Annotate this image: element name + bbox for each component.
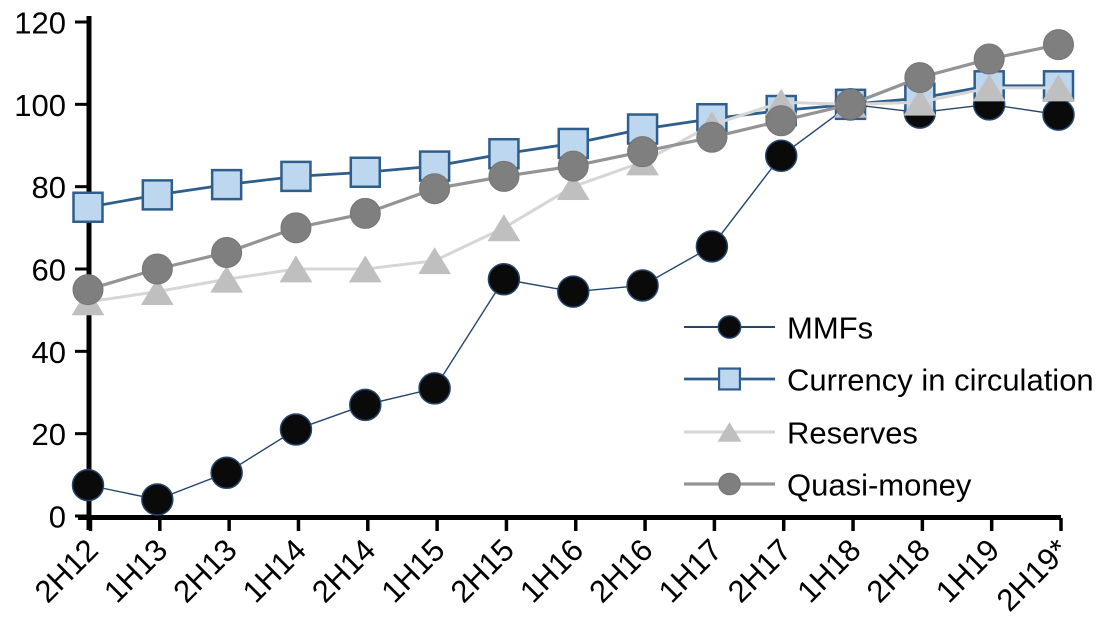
data-point-currency-in-circulation — [488, 137, 520, 170]
data-point-currency-in-circulation — [280, 160, 312, 193]
legend-entry-reserves: Reserves — [684, 416, 918, 451]
data-point-mmfs — [626, 269, 659, 302]
y-tick-label: 80 — [32, 170, 66, 205]
data-point-reserves — [418, 247, 452, 275]
data-point-quasi-money — [280, 212, 312, 244]
legend-marker-mmfs — [717, 315, 742, 339]
data-point-reserves — [556, 173, 590, 201]
data-point-mmfs — [764, 139, 798, 173]
x-tick-label: 2H15 — [444, 532, 521, 609]
data-point-quasi-money — [904, 62, 936, 94]
x-tick-label: 1H16 — [513, 532, 590, 609]
legend-entry-currency-in-circulation: Currency in circulation — [684, 363, 1094, 398]
x-tick-label: 1H14 — [236, 532, 313, 609]
data-point-mmfs — [557, 275, 590, 308]
data-point-currency-in-circulation — [349, 156, 382, 189]
legend-marker-quasi-money — [718, 472, 741, 496]
data-point-quasi-money — [557, 150, 589, 182]
data-point-currency-in-circulation — [210, 168, 243, 201]
data-point-quasi-money — [419, 173, 451, 205]
legend-label-quasi-money: Quasi-money — [787, 468, 972, 503]
data-point-mmfs — [210, 456, 243, 490]
data-point-quasi-money — [1043, 29, 1074, 61]
data-point-quasi-money — [835, 88, 867, 120]
data-point-quasi-money — [211, 237, 243, 269]
data-point-quasi-money — [973, 43, 1005, 75]
x-tick-label: 2H17 — [721, 532, 798, 609]
legend-marker-currency-in-circulation — [717, 367, 742, 391]
data-point-reserves — [903, 88, 937, 116]
data-point-mmfs — [349, 388, 382, 422]
data-point-reserves — [487, 214, 521, 242]
data-point-mmfs — [695, 230, 729, 263]
x-tick-label: 1H17 — [652, 532, 729, 609]
y-tick-label: 40 — [32, 335, 66, 370]
x-tick-label: 2H13 — [166, 532, 243, 609]
x-tick-label: 1H15 — [374, 532, 451, 609]
x-tick-label: 2H18 — [860, 532, 937, 609]
data-point-reserves — [972, 74, 1006, 102]
x-tick-label: 1H18 — [790, 532, 867, 609]
x-tick-label: 2H12 — [28, 532, 105, 609]
y-tick-label: 20 — [32, 417, 66, 452]
data-point-reserves — [210, 265, 244, 293]
legend-label-mmfs: MMFs — [787, 311, 873, 346]
data-point-mmfs — [487, 263, 521, 296]
x-tick-label: 2H16 — [582, 532, 659, 609]
data-point-quasi-money — [488, 160, 520, 192]
series-layer — [71, 29, 1075, 516]
data-point-quasi-money — [141, 253, 173, 285]
data-point-mmfs — [1042, 98, 1075, 131]
data-point-quasi-money — [72, 274, 104, 306]
data-point-quasi-money — [696, 121, 728, 153]
y-tick-label: 60 — [32, 253, 66, 288]
y-tick-label: 0 — [49, 500, 66, 535]
data-point-mmfs — [418, 372, 451, 405]
data-point-mmfs — [279, 413, 313, 446]
data-point-quasi-money — [349, 197, 381, 229]
x-tick-label: 2H14 — [305, 532, 382, 609]
data-point-currency-in-circulation — [72, 191, 104, 223]
legend-entry-quasi-money: Quasi-money — [684, 468, 972, 503]
legend: MMFs Currency in circulation Reserves Quasi… — [684, 311, 1094, 503]
legend-entry-mmfs: MMFs — [684, 311, 873, 346]
data-point-mmfs — [141, 483, 174, 516]
data-point-reserves — [1042, 74, 1075, 102]
legend-label-currency-in-circulation: Currency in circulation — [787, 363, 1094, 398]
data-point-quasi-money — [765, 105, 797, 137]
y-tick-label: 100 — [14, 88, 66, 123]
x-tick-label: 1H13 — [97, 532, 174, 609]
data-point-quasi-money — [627, 136, 659, 168]
legend-label-reserves: Reserves — [787, 416, 918, 451]
y-tick-label: 120 — [14, 6, 66, 41]
legend-marker-reserves — [717, 422, 742, 442]
series-quasi-money — [72, 29, 1074, 306]
data-point-reserves — [140, 278, 174, 306]
data-point-mmfs — [71, 468, 105, 502]
data-point-currency-in-circulation — [141, 179, 174, 211]
data-point-reserves — [348, 255, 382, 283]
x-tick-label: 2H19* — [990, 532, 1076, 618]
data-point-reserves — [279, 255, 313, 283]
